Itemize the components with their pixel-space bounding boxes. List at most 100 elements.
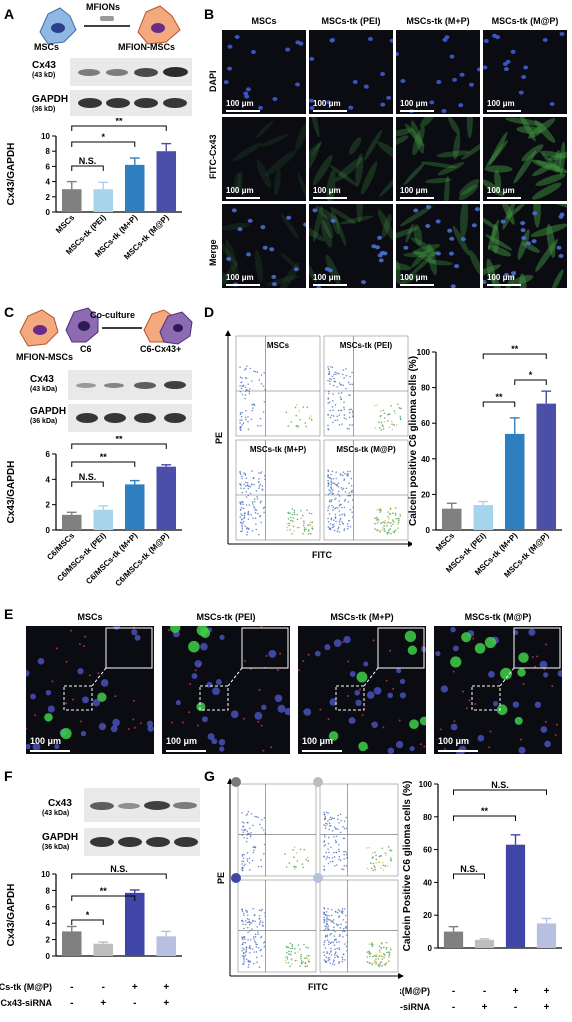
y-tick-label: 8 (46, 886, 51, 895)
event-dot (348, 408, 351, 411)
event-dot (385, 962, 388, 964)
event-dot (346, 941, 349, 943)
nucleus (429, 100, 435, 105)
significance-label: ** (511, 344, 519, 354)
event-dot (352, 412, 354, 414)
event-dot (241, 821, 244, 823)
event-dot (338, 500, 340, 502)
red-signal (88, 674, 91, 677)
cytoplasm-signal (273, 168, 281, 196)
y-tick-label: 10 (41, 870, 50, 879)
event-dot (366, 867, 369, 870)
event-dot (378, 954, 381, 957)
event-dot (260, 500, 262, 503)
event-dot (241, 514, 243, 517)
event-dot (326, 927, 329, 929)
red-signal (474, 703, 477, 706)
event-dot (240, 484, 242, 486)
event-dot (252, 476, 255, 479)
event-dot (375, 961, 377, 963)
red-signal (298, 669, 300, 672)
nucleus (387, 692, 393, 699)
event-dot (345, 368, 347, 370)
event-dot (244, 863, 246, 866)
event-dot (260, 859, 262, 861)
schema-c6-label: C6 (80, 344, 92, 354)
event-dot (293, 846, 296, 848)
event-dot (379, 531, 381, 533)
panel-a-schematic (39, 5, 181, 45)
event-dot (337, 908, 340, 911)
event-dot (336, 386, 339, 388)
flow-x-label: FITC (308, 982, 328, 992)
scale-bar (30, 750, 70, 752)
scale-label: 100 μm (166, 736, 198, 746)
event-dot (380, 429, 383, 431)
row-label: Merge (208, 239, 218, 266)
event-dot (333, 963, 336, 966)
significance-label: ** (100, 886, 108, 896)
event-dot (301, 863, 304, 865)
event-dot (241, 854, 244, 856)
event-dot (297, 944, 300, 946)
cytoplasm-signal (309, 222, 326, 242)
event-dot (387, 846, 390, 848)
cytoplasm-signal (448, 117, 460, 135)
column-header: MSCs-tk (M+P) (406, 16, 470, 26)
event-dot (245, 409, 247, 412)
event-dot (346, 934, 348, 936)
scale-label: 100 μm (438, 736, 470, 746)
event-dot (342, 825, 344, 828)
cytoplasm-signal (339, 215, 374, 225)
event-dot (338, 910, 341, 912)
red-signal (265, 654, 268, 657)
event-dot (375, 516, 378, 519)
cytoplasm-signal (396, 262, 412, 271)
event-dot (328, 505, 330, 507)
event-dot (305, 954, 308, 957)
event-dot (332, 477, 335, 480)
bar (536, 403, 557, 530)
event-dot (252, 403, 254, 406)
event-dot (241, 475, 243, 478)
nucleus (269, 247, 275, 252)
event-dot (255, 490, 258, 492)
event-dot (330, 517, 333, 519)
event-dot (381, 955, 384, 958)
micrograph-tile: 100 μm (434, 626, 562, 754)
event-dot (400, 407, 402, 410)
event-dot (338, 495, 341, 497)
event-dot (243, 963, 245, 965)
event-dot (323, 916, 325, 919)
blot-gapdh-kd: (36 kDa) (42, 844, 70, 851)
red-signal (398, 719, 401, 722)
flow-plot-frame (319, 879, 399, 973)
event-dot (245, 390, 247, 393)
event-dot (288, 522, 290, 525)
event-dot (306, 965, 308, 967)
event-dot (307, 533, 310, 535)
event-dot (339, 514, 341, 516)
event-dot (333, 926, 335, 929)
y-tick-label: 8 (46, 147, 51, 156)
zoom-region (471, 685, 501, 711)
event-dot (330, 951, 332, 953)
event-dot (375, 854, 377, 856)
event-dot (328, 856, 331, 859)
cytoplasm-signal (256, 120, 274, 138)
nucleus (374, 245, 380, 250)
scale-bar (313, 284, 347, 286)
event-dot (302, 406, 305, 408)
event-dot (253, 484, 255, 486)
nucleus (247, 218, 253, 223)
y-tick-label: 100 (419, 780, 433, 789)
flow-plot-frame (235, 335, 321, 437)
nucleus (387, 747, 395, 754)
event-dot (324, 960, 327, 962)
event-dot (257, 816, 259, 819)
event-dot (346, 427, 349, 430)
red-signal (551, 685, 554, 688)
calcein-signal (500, 667, 513, 680)
nucleus (395, 740, 404, 749)
